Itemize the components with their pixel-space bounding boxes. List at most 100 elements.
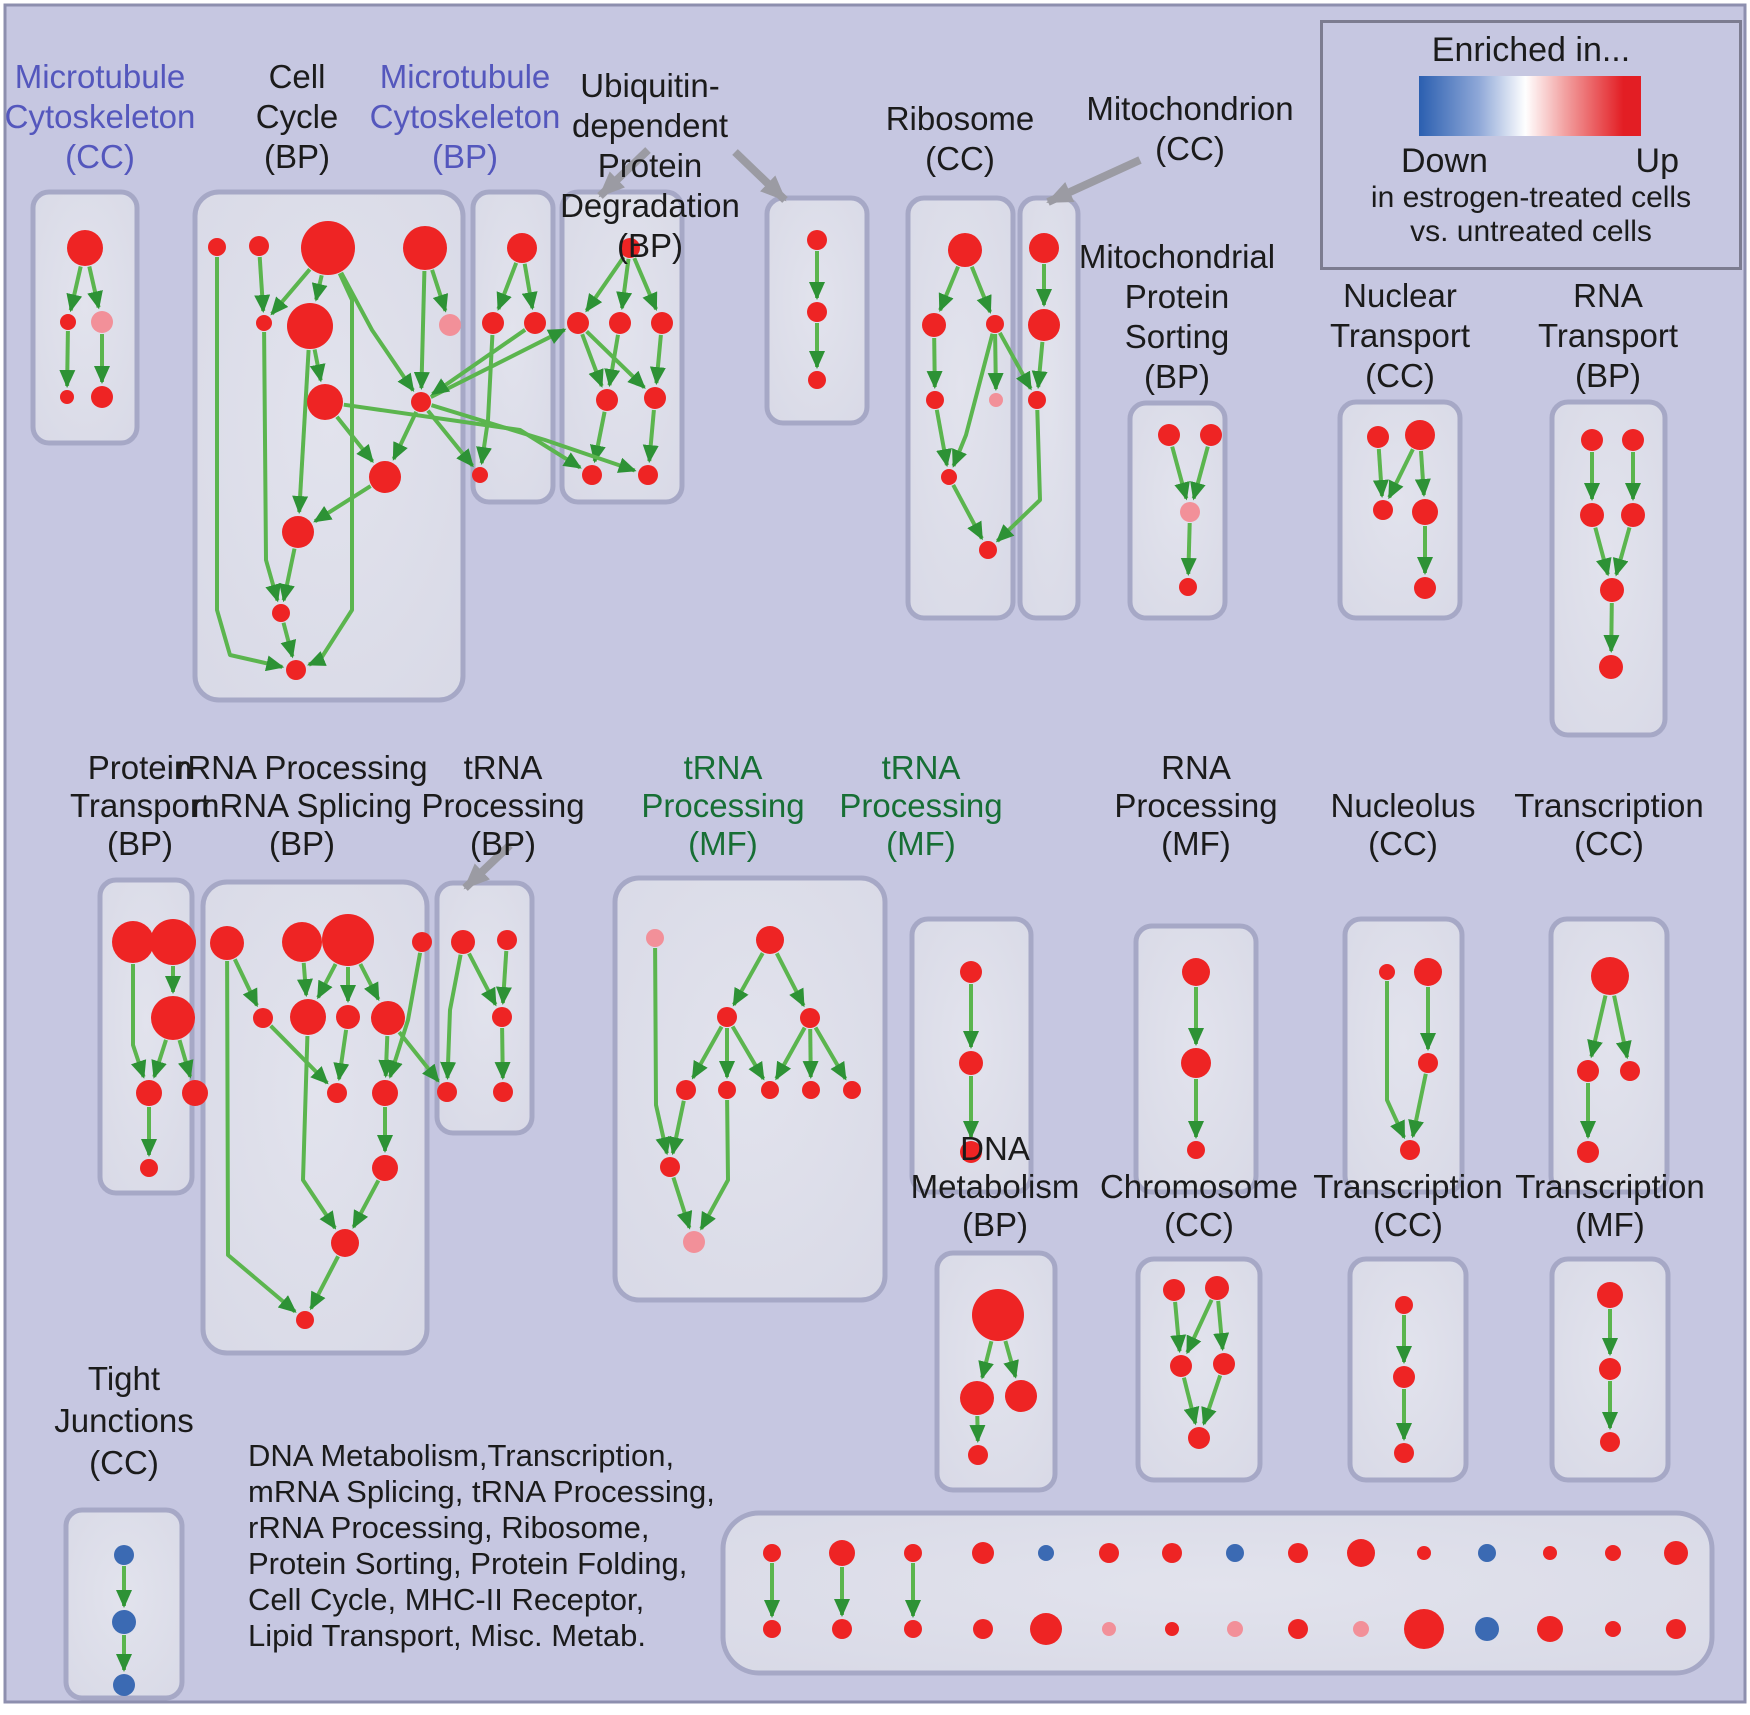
microtubule-bp-edge-0-1 [496,262,519,311]
ubiquitin-label-line-4: (BP) [617,227,683,264]
cell-cycle-node-4 [256,315,272,331]
misc-cluster-node-26 [1475,1617,1499,1641]
nucleolus-node-0 [1379,964,1395,980]
nuclear-transport-label-line-0: Nuclear [1343,277,1457,314]
nucleolus-node-2 [1418,1053,1438,1073]
misc-cluster-node-9 [1347,1539,1375,1567]
ubiquitin-label-line-3: Degradation [560,187,740,224]
ribosome-node-2 [986,315,1004,333]
microtubule-bp-edge-1-3 [476,334,495,466]
rrna-label-line-1: mRNA Splicing [192,787,412,824]
misc-cluster-text-line-4: Cell Cycle, MHC-II Receptor, [248,1582,645,1617]
nucleolus-node-3 [1400,1140,1420,1160]
misc-cluster-node-22 [1227,1621,1243,1637]
ubiquitin-left-edge-2-4 [604,334,621,388]
legend-title: Enriched in... [1431,31,1631,69]
chromosome-box [1135,1256,1263,1483]
nucleolus-edge-2-3 [1408,1073,1428,1139]
ubiquitin-left-node-7 [638,465,658,485]
legend-endpoints: Down Up [1323,136,1739,181]
rrna-node-0 [210,926,244,960]
rrna-node-6 [336,1005,360,1029]
dna-met-node-1 [960,1381,994,1415]
cell-cycle-edge-5-7 [309,349,326,383]
cell-cycle-node-11 [272,604,290,622]
cross-edge-1 [430,403,637,473]
ribosome-edge-2-4 [987,333,1004,391]
ubiquitin-left-node-5 [644,387,666,409]
legend: Enriched in... Down Up in estrogen-treat… [1320,20,1742,270]
trna-mf-big-node-3 [800,1008,820,1028]
legend-subtitle-1: in estrogen-treated cells [1370,181,1692,214]
rna-proc-mf-label-line-0: RNA [1161,749,1231,786]
trna-mf-1-label-line-0: tRNA [684,749,763,786]
trna-bp-node-1 [497,930,517,950]
misc-cluster-node-4 [1038,1545,1054,1561]
chromosome-edge-2-4 [1181,1377,1200,1426]
trna-mf-2-label-line-0: tRNA [882,749,961,786]
trna-bp-node-4 [493,1082,513,1102]
ubiquitin-left-edge-4-6 [589,411,607,464]
mito-sorting-label-line-0: Mitochondrial [1079,238,1275,275]
tight-junctions-node-1 [112,1610,136,1634]
mito-sorting-box [1127,400,1228,621]
ubiquitin-left-node-4 [596,389,618,411]
mitochondrion-edge-1-2 [1031,341,1048,390]
misc-cluster-node-18 [973,1619,993,1639]
cell-cycle-edge-9-10 [313,484,372,523]
trna-bp-label-line-2: (BP) [470,825,536,862]
mito-sorting-edge-2-3 [1180,522,1197,576]
misc-cluster-box [720,1510,1715,1676]
protein-transport-node-0 [112,921,154,963]
cell-cycle-edge-2-4 [270,268,312,316]
rna-transport-node-4 [1600,578,1624,602]
mito-sorting-node-3 [1179,578,1197,596]
trna-mf-big-node-5 [718,1081,736,1099]
cross-edge-0 [343,402,582,470]
tight-junctions-label-line-0: Tight [88,1360,160,1397]
rrna-node-3 [412,932,432,952]
cell-cycle-edge-2-12 [307,272,354,667]
chromosome-edge-1-2 [1185,1298,1214,1355]
microtubule-cc-box [30,189,140,446]
trna-bp-edge-1-2 [495,950,512,1005]
protein-transport-node-2 [151,996,195,1040]
trna-mf-big-edge-9-10 [671,1176,693,1230]
ubiquitin-label-line-2: Protein [598,147,703,184]
nuclear-transport-box [1337,399,1463,621]
trna-mf-big-edge-1-3 [775,952,806,1008]
rrna-edge-1-5 [296,962,313,998]
ubiquitin-left-edge-0-3 [632,257,658,312]
nucleolus-node-1 [1414,958,1442,986]
rrna-node-5 [290,999,326,1035]
ubiquitin-right-node-0 [807,230,827,250]
trna-mf-big-edge-1-2 [732,952,765,1007]
misc-cluster-node-11 [1478,1544,1496,1562]
misc-cluster-node-6 [1162,1543,1182,1563]
misc-cluster-node-17 [904,1620,922,1638]
rna-proc-mf-node-0 [1182,958,1210,986]
misc-cluster-node-2 [904,1544,922,1562]
rrna-node-10 [372,1155,398,1181]
nucleolus-edge-0-3 [1385,981,1406,1140]
rna-transport-label-line-0: RNA [1573,277,1643,314]
misc-cluster-node-16 [832,1619,852,1639]
nuclear-transport-node-4 [1414,577,1436,599]
misc-cluster-node-0 [763,1544,781,1562]
rna-transport-node-0 [1581,429,1603,451]
cell-cycle-edge-5-10 [292,349,311,514]
transcription-cc-mid-edge-0-1 [1587,995,1608,1059]
rrna-edge-0-12 [225,960,297,1314]
misc-cluster-node-14 [1664,1541,1688,1565]
cell-cycle-label-line-1: Cycle [256,98,339,135]
chromosome-node-1 [1205,1276,1229,1300]
misc-cluster-node-8 [1288,1543,1308,1563]
rrna-node-9 [372,1080,398,1106]
trna-mf-big-node-4 [676,1080,696,1100]
misc-cluster-node-27 [1537,1616,1563,1642]
cross-edge-5 [998,331,1033,391]
trna-bp-edge-0-2 [467,952,498,1007]
transcription-mf-node-0 [1597,1282,1623,1308]
ribosome-node-3 [926,391,944,409]
